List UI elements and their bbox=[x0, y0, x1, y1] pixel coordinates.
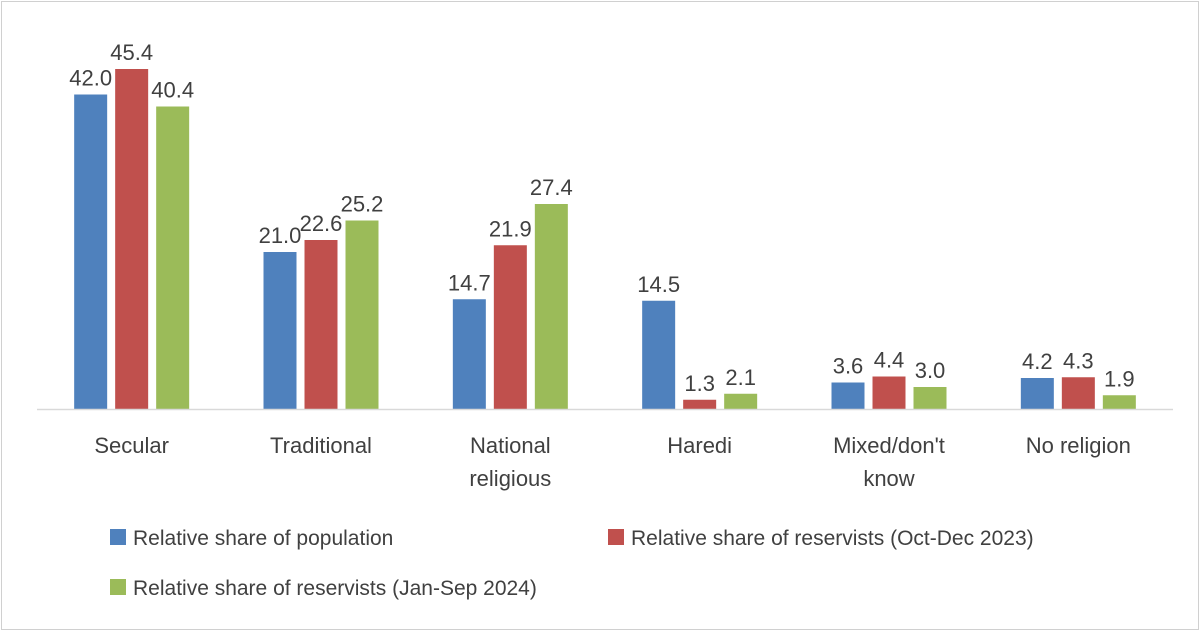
data-label: 21.9 bbox=[489, 216, 532, 241]
legend: Relative share of population Relative sha… bbox=[110, 527, 1034, 600]
data-label: 21.0 bbox=[259, 223, 302, 248]
data-label: 14.7 bbox=[448, 270, 491, 295]
data-labels-layer: 42.045.4 40.4 21.022.625.2 14.7 21.9 27.4 14.5… bbox=[69, 40, 1134, 396]
bar bbox=[452, 299, 486, 410]
bar bbox=[534, 204, 568, 410]
category-label: Secular bbox=[94, 433, 169, 458]
legend-label: Relative share of reservists (Jan-Sep 20… bbox=[133, 577, 537, 600]
bar bbox=[115, 69, 149, 410]
bars-layer bbox=[74, 69, 1136, 410]
data-label: 4.2 bbox=[1022, 349, 1053, 374]
bar bbox=[831, 382, 865, 410]
bar bbox=[304, 240, 338, 410]
legend-label: Relative share of reservists (Oct-Dec 20… bbox=[631, 527, 1034, 550]
category-label: Mixed/don't know bbox=[833, 433, 945, 491]
bar bbox=[263, 252, 297, 410]
legend-swatch bbox=[110, 529, 126, 545]
data-label: 40.4 bbox=[151, 78, 194, 103]
data-label: 45.4 bbox=[110, 40, 153, 65]
bar bbox=[1061, 377, 1095, 410]
bar bbox=[345, 220, 379, 410]
data-label: 4.4 bbox=[874, 348, 905, 373]
data-label: 3.0 bbox=[915, 358, 946, 383]
data-label: 4.3 bbox=[1063, 348, 1094, 373]
bar bbox=[74, 94, 108, 410]
data-label: 27.4 bbox=[530, 175, 573, 200]
bar bbox=[1020, 378, 1054, 410]
data-label: 22.6 bbox=[300, 211, 343, 236]
data-label: 42.0 bbox=[69, 66, 112, 91]
bar bbox=[493, 245, 527, 410]
bar bbox=[872, 376, 906, 410]
legend-item: Relative share of population bbox=[110, 527, 393, 550]
legend-swatch bbox=[608, 529, 624, 545]
category-label: Haredi bbox=[667, 433, 732, 458]
bar bbox=[683, 399, 717, 410]
legend-item: Relative share of reservists (Jan-Sep 20… bbox=[110, 577, 537, 600]
bar bbox=[642, 300, 676, 410]
category-label: National religious bbox=[469, 433, 551, 491]
category-label: No religion bbox=[1026, 433, 1131, 458]
bar bbox=[724, 393, 758, 410]
data-label: 2.1 bbox=[725, 365, 756, 390]
bar bbox=[156, 106, 190, 410]
bar bbox=[913, 387, 947, 410]
category-labels-layer: Secular Traditional National religious Hared… bbox=[94, 433, 1131, 491]
data-label: 14.5 bbox=[637, 272, 680, 297]
data-label: 3.6 bbox=[833, 354, 864, 379]
legend-swatch bbox=[110, 579, 126, 595]
data-label: 1.3 bbox=[684, 371, 715, 396]
data-label: 25.2 bbox=[341, 192, 384, 217]
legend-label: Relative share of population bbox=[133, 527, 393, 550]
data-label: 1.9 bbox=[1104, 366, 1135, 391]
legend-item: Relative share of reservists (Oct-Dec 20… bbox=[608, 527, 1034, 550]
category-label: Traditional bbox=[270, 433, 372, 458]
bar bbox=[1102, 395, 1136, 410]
